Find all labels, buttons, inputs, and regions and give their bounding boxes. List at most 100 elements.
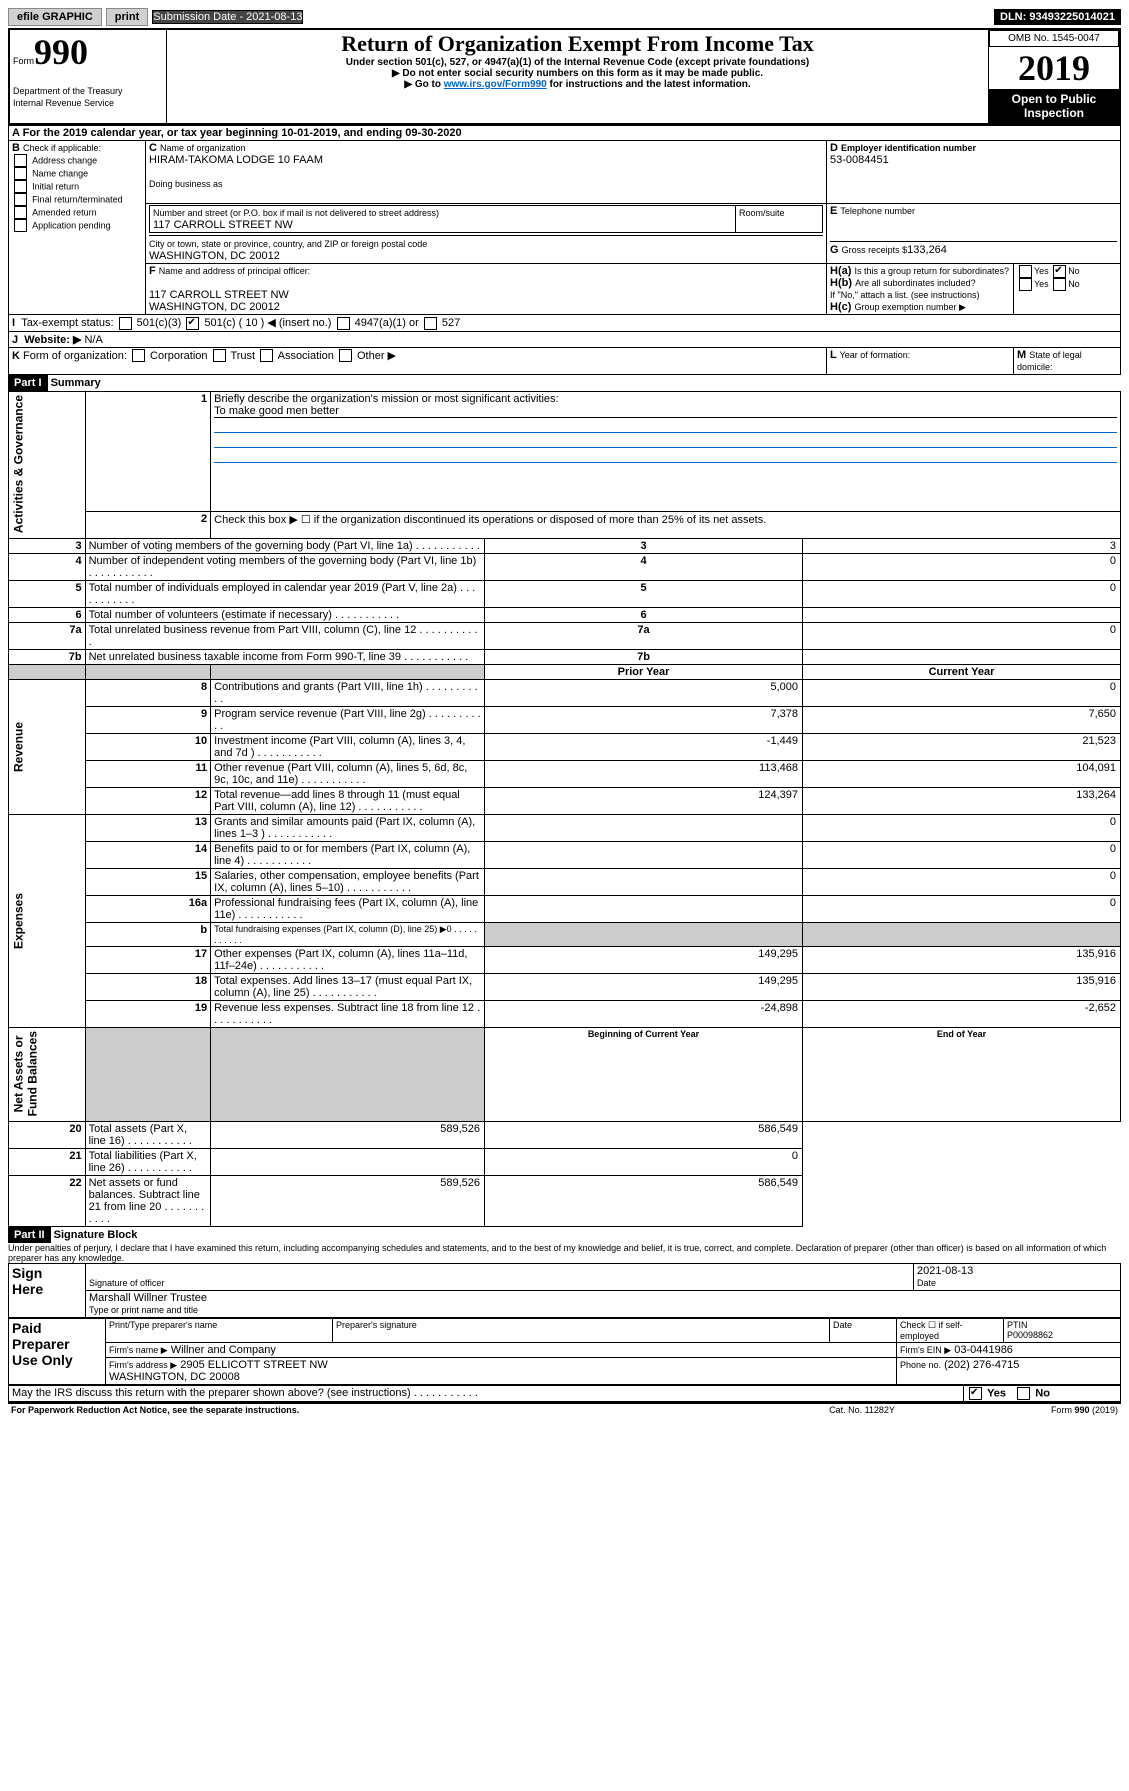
k-check[interactable] xyxy=(213,349,226,362)
officer-name-title: Marshall Willner Trustee xyxy=(89,1292,207,1304)
ptin-value: P00098862 xyxy=(1007,1330,1053,1340)
b-check[interactable] xyxy=(14,180,27,193)
sig-date: 2021-08-13 xyxy=(917,1265,973,1277)
gross-value: 133,264 xyxy=(907,244,947,256)
b-check[interactable] xyxy=(14,206,27,219)
pra-notice: For Paperwork Reduction Act Notice, see … xyxy=(8,1403,759,1416)
date-label: Date xyxy=(917,1278,936,1288)
line2: Check this box ▶ ☐ if the organization d… xyxy=(211,512,1121,538)
print-button[interactable]: print xyxy=(106,8,148,26)
501c3-check[interactable] xyxy=(119,317,132,330)
omb-number: OMB No. 1545-0047 xyxy=(989,30,1119,47)
part2-header: Part II xyxy=(8,1227,51,1243)
form-label: Form xyxy=(13,56,34,66)
527-check[interactable] xyxy=(424,317,437,330)
prep-date-label: Date xyxy=(830,1319,897,1343)
paid-preparer-label: Paid Preparer Use Only xyxy=(12,1320,73,1368)
dept-treasury: Department of the Treasury Internal Reve… xyxy=(13,86,123,108)
subtitle-3: ▶ Go to www.irs.gov/Form990 for instruct… xyxy=(170,79,985,90)
c-name-label: Name of organization xyxy=(160,143,246,153)
prior-year-header: Prior Year xyxy=(485,664,803,679)
prep-name-label: Print/Type preparer's name xyxy=(106,1319,333,1343)
form-number: 990 xyxy=(34,32,88,72)
officer-label: Name and address of principal officer: xyxy=(159,266,310,276)
open-public: Open to Public Inspection xyxy=(989,89,1119,123)
cat-no: Cat. No. 11282Y xyxy=(759,1403,965,1416)
b-check[interactable] xyxy=(14,154,27,167)
l-label: Year of formation: xyxy=(840,350,911,360)
end-year-header: End of Year xyxy=(802,1027,1120,1121)
gross-label: Gross receipts $ xyxy=(842,245,908,255)
name-title-label: Type or print name and title xyxy=(89,1305,198,1315)
4947-check[interactable] xyxy=(337,317,350,330)
i-label: Tax-exempt status: xyxy=(21,317,113,329)
line1-label: Briefly describe the organization's miss… xyxy=(214,393,558,405)
subtitle-2: ▶ Do not enter social security numbers o… xyxy=(170,68,985,79)
hc-label: Group exemption number ▶ xyxy=(854,302,965,312)
signature-block: Sign Here Signature of officer 2021-08-1… xyxy=(8,1263,1121,1318)
b-label: Check if applicable: xyxy=(23,143,101,153)
ha-no-check[interactable] xyxy=(1053,265,1066,278)
form-header: Form990 Department of the Treasury Inter… xyxy=(8,28,1121,125)
sig-officer-label: Signature of officer xyxy=(89,1278,164,1288)
vert-net: Net Assets or Fund Balances xyxy=(9,1027,86,1121)
ha-yes-check[interactable] xyxy=(1019,265,1032,278)
firm-ein-label: Firm's EIN ▶ xyxy=(900,1345,951,1355)
phone-value: (202) 276-4715 xyxy=(944,1359,1019,1371)
phone-label: Telephone number xyxy=(840,206,915,216)
org-name: HIRAM-TAKOMA LODGE 10 FAAM xyxy=(149,154,323,166)
addr-label: Number and street (or P.O. box if mail i… xyxy=(153,208,439,218)
firm-addr-label: Firm's address ▶ xyxy=(109,1360,177,1370)
discuss-label: May the IRS discuss this return with the… xyxy=(12,1387,411,1399)
k-check[interactable] xyxy=(132,349,145,362)
irs-link[interactable]: www.irs.gov/Form990 xyxy=(444,79,547,90)
dln: DLN: 93493225014021 xyxy=(994,9,1121,25)
b-check[interactable] xyxy=(14,219,27,232)
sign-here-label: Sign Here xyxy=(9,1264,86,1318)
paid-preparer-block: Paid Preparer Use Only Print/Type prepar… xyxy=(8,1318,1121,1385)
ein-label: Employer identification number xyxy=(841,143,976,153)
vert-activities: Activities & Governance xyxy=(9,391,86,538)
hb-no-check[interactable] xyxy=(1053,278,1066,291)
section-a: A For the 2019 calendar year, or tax yea… xyxy=(8,125,1121,375)
hb-note: If "No," attach a list. (see instruction… xyxy=(830,290,979,300)
form-title: Return of Organization Exempt From Incom… xyxy=(170,31,985,57)
firm-ein: 03-0441986 xyxy=(954,1344,1013,1356)
tax-year: 2019 xyxy=(989,47,1119,89)
phone-label2: Phone no. xyxy=(900,1360,941,1370)
ein-value: 53-0084451 xyxy=(830,154,889,166)
discuss-no-check[interactable] xyxy=(1017,1387,1030,1400)
current-year-header: Current Year xyxy=(802,664,1120,679)
part1-title: Summary xyxy=(51,377,101,389)
k-check[interactable] xyxy=(260,349,273,362)
subtitle-1: Under section 501(c), 527, or 4947(a)(1)… xyxy=(170,57,985,68)
efile-button[interactable]: efile GRAPHIC xyxy=(8,8,102,26)
perjury-declaration: Under penalties of perjury, I declare th… xyxy=(8,1243,1121,1263)
k-label: Form of organization: xyxy=(23,350,127,362)
hb-label: Are all subordinates included? xyxy=(855,278,976,288)
officer-value: 117 CARROLL STREET NW WASHINGTON, DC 200… xyxy=(149,289,289,313)
501c-check[interactable] xyxy=(186,317,199,330)
part1-table: Activities & Governance 1 Briefly descri… xyxy=(8,391,1121,1227)
k-check[interactable] xyxy=(339,349,352,362)
street-address: 117 CARROLL STREET NW xyxy=(153,219,293,231)
website-label: Website: ▶ xyxy=(24,334,81,346)
part2-title: Signature Block xyxy=(54,1229,138,1241)
part1-header: Part I xyxy=(8,375,48,391)
city-value: WASHINGTON, DC 20012 xyxy=(149,250,280,262)
submission-date: Submission Date - 2021-08-13 xyxy=(152,10,303,24)
ha-label: Is this a group return for subordinates? xyxy=(854,266,1009,276)
room-label: Room/suite xyxy=(739,208,785,218)
form-footer: Form 990 (2019) xyxy=(1051,1405,1118,1415)
prep-sig-label: Preparer's signature xyxy=(333,1319,830,1343)
b-check[interactable] xyxy=(14,193,27,206)
hb-yes-check[interactable] xyxy=(1019,278,1032,291)
discuss-yes-check[interactable] xyxy=(969,1387,982,1400)
firm-name: Willner and Company xyxy=(171,1344,276,1356)
city-label: City or town, state or province, country… xyxy=(149,239,427,249)
firm-name-label: Firm's name ▶ xyxy=(109,1345,168,1355)
b-check[interactable] xyxy=(14,167,27,180)
beg-year-header: Beginning of Current Year xyxy=(485,1027,803,1121)
top-toolbar: efile GRAPHIC print Submission Date - 20… xyxy=(8,8,1121,26)
mission-text: To make good men better xyxy=(214,405,1117,418)
